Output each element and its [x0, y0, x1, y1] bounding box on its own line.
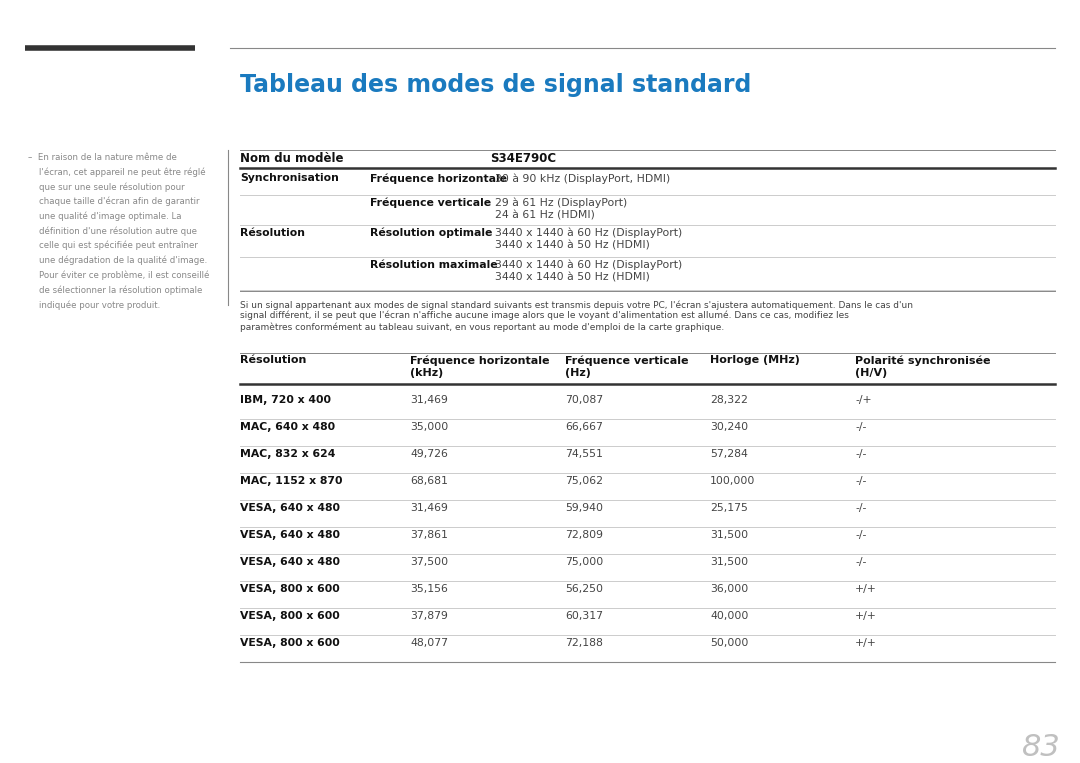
Text: -/-: -/-	[855, 422, 866, 432]
Text: -/-: -/-	[855, 557, 866, 567]
Text: 3440 x 1440 à 60 Hz (DisplayPort): 3440 x 1440 à 60 Hz (DisplayPort)	[495, 228, 683, 239]
Text: 37,500: 37,500	[410, 557, 448, 567]
Text: 31,469: 31,469	[410, 503, 448, 513]
Text: +/+: +/+	[855, 584, 877, 594]
Text: -/-: -/-	[855, 449, 866, 459]
Text: Fréquence horizontale: Fréquence horizontale	[370, 173, 507, 183]
Text: Polarité synchronisée: Polarité synchronisée	[855, 355, 990, 365]
Text: MAC, 1152 x 870: MAC, 1152 x 870	[240, 476, 342, 486]
Text: Fréquence verticale: Fréquence verticale	[565, 355, 689, 365]
Text: Résolution optimale: Résolution optimale	[370, 228, 492, 239]
Text: 56,250: 56,250	[565, 584, 603, 594]
Text: VESA, 640 x 480: VESA, 640 x 480	[240, 503, 340, 513]
Text: 25,175: 25,175	[710, 503, 747, 513]
Text: VESA, 640 x 480: VESA, 640 x 480	[240, 530, 340, 540]
Text: Fréquence horizontale: Fréquence horizontale	[410, 355, 550, 365]
Text: 30 à 90 kHz (DisplayPort, HDMI): 30 à 90 kHz (DisplayPort, HDMI)	[495, 173, 671, 183]
Text: 24 à 61 Hz (HDMI): 24 à 61 Hz (HDMI)	[495, 211, 595, 221]
Text: Tableau des modes de signal standard: Tableau des modes de signal standard	[240, 73, 752, 97]
Text: Fréquence verticale: Fréquence verticale	[370, 198, 491, 208]
Text: +/+: +/+	[855, 611, 877, 621]
Text: 35,156: 35,156	[410, 584, 448, 594]
Text: Synchronisation: Synchronisation	[240, 173, 339, 183]
Text: 66,667: 66,667	[565, 422, 603, 432]
Text: 31,469: 31,469	[410, 395, 448, 405]
Text: 28,322: 28,322	[710, 395, 747, 405]
Text: VESA, 800 x 600: VESA, 800 x 600	[240, 584, 340, 594]
Text: -/-: -/-	[855, 530, 866, 540]
Text: 37,861: 37,861	[410, 530, 448, 540]
Text: MAC, 832 x 624: MAC, 832 x 624	[240, 449, 336, 459]
Text: (kHz): (kHz)	[410, 368, 443, 378]
Text: 35,000: 35,000	[410, 422, 448, 432]
Text: 30,240: 30,240	[710, 422, 748, 432]
Text: 31,500: 31,500	[710, 530, 748, 540]
Text: 50,000: 50,000	[710, 638, 748, 648]
Text: MAC, 640 x 480: MAC, 640 x 480	[240, 422, 335, 432]
Text: 59,940: 59,940	[565, 503, 603, 513]
Text: (Hz): (Hz)	[565, 368, 591, 378]
Text: Résolution: Résolution	[240, 228, 305, 238]
Text: Horloge (MHz): Horloge (MHz)	[710, 355, 800, 365]
Text: 57,284: 57,284	[710, 449, 747, 459]
Text: IBM, 720 x 400: IBM, 720 x 400	[240, 395, 330, 405]
Text: VESA, 640 x 480: VESA, 640 x 480	[240, 557, 340, 567]
Text: -/-: -/-	[855, 476, 866, 486]
Text: 72,809: 72,809	[565, 530, 603, 540]
Text: +/+: +/+	[855, 638, 877, 648]
Text: 100,000: 100,000	[710, 476, 755, 486]
Text: VESA, 800 x 600: VESA, 800 x 600	[240, 638, 340, 648]
Text: Si un signal appartenant aux modes de signal standard suivants est transmis depu: Si un signal appartenant aux modes de si…	[240, 300, 913, 310]
Text: 75,062: 75,062	[565, 476, 603, 486]
Text: 83: 83	[1022, 733, 1061, 762]
Text: –  En raison de la nature même de
    l'écran, cet appareil ne peut être réglé
 : – En raison de la nature même de l'écran…	[28, 153, 210, 310]
Text: 74,551: 74,551	[565, 449, 603, 459]
Text: signal différent, il se peut que l'écran n'affiche aucune image alors que le voy: signal différent, il se peut que l'écran…	[240, 311, 849, 320]
Text: 37,879: 37,879	[410, 611, 448, 621]
Text: 3440 x 1440 à 50 Hz (HDMI): 3440 x 1440 à 50 Hz (HDMI)	[495, 241, 650, 251]
Text: Nom du modèle: Nom du modèle	[240, 152, 343, 165]
Text: 31,500: 31,500	[710, 557, 748, 567]
Text: (H/V): (H/V)	[855, 368, 888, 378]
Text: VESA, 800 x 600: VESA, 800 x 600	[240, 611, 340, 621]
Text: Résolution: Résolution	[240, 355, 307, 365]
Text: S34E790C: S34E790C	[490, 152, 556, 165]
Text: 48,077: 48,077	[410, 638, 448, 648]
Text: 72,188: 72,188	[565, 638, 603, 648]
Text: 70,087: 70,087	[565, 395, 603, 405]
Text: -/-: -/-	[855, 503, 866, 513]
Text: 60,317: 60,317	[565, 611, 603, 621]
Text: -/+: -/+	[855, 395, 872, 405]
Text: 49,726: 49,726	[410, 449, 448, 459]
Text: 68,681: 68,681	[410, 476, 448, 486]
Text: 29 à 61 Hz (DisplayPort): 29 à 61 Hz (DisplayPort)	[495, 198, 627, 208]
Text: 36,000: 36,000	[710, 584, 748, 594]
Text: Résolution maximale: Résolution maximale	[370, 260, 498, 270]
Text: 40,000: 40,000	[710, 611, 748, 621]
Text: paramètres conformément au tableau suivant, en vous reportant au mode d'emploi d: paramètres conformément au tableau suiva…	[240, 322, 725, 331]
Text: 3440 x 1440 à 60 Hz (DisplayPort): 3440 x 1440 à 60 Hz (DisplayPort)	[495, 260, 683, 271]
Text: 3440 x 1440 à 50 Hz (HDMI): 3440 x 1440 à 50 Hz (HDMI)	[495, 273, 650, 283]
Text: 75,000: 75,000	[565, 557, 604, 567]
